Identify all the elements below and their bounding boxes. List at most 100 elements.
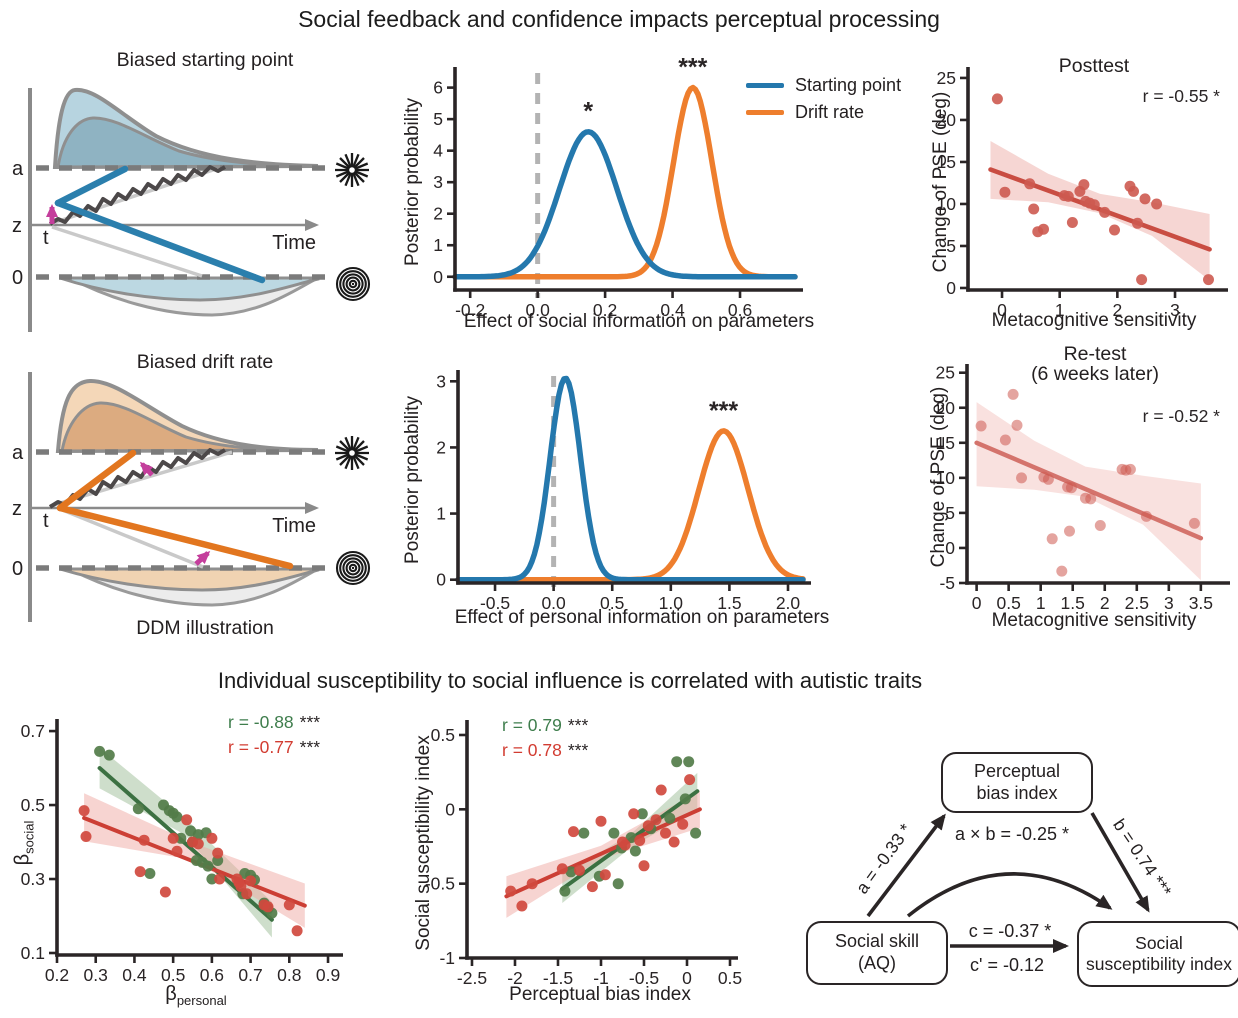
ddm-social-title: Biased starting point [116,49,294,71]
svg-text:20: 20 [937,110,957,130]
rt-distribution-lower-shallow [59,276,320,302]
label-time: Time [272,232,316,254]
svg-text:0: 0 [997,300,1007,320]
svg-text:1.5: 1.5 [717,593,741,613]
susceptibility-correlation-chart: -2.5 -2 -1.5 -1 -0.5 0 0.5 -1 -0.5 0 0.5 [425,720,742,988]
retest-chart: 0 0.5 1 1.5 2 2.5 3 3.5 -5 0 5 10 15 20 25 [936,363,1230,613]
svg-text:3.5: 3.5 [1189,593,1213,613]
susceptibility-ylabel: Social susceptibility index [413,735,434,951]
posterior-social-ylabel: Posterior probability [402,98,423,266]
drift-path-blue-down [54,199,266,284]
evidence-accumulation-trace [48,448,226,509]
beta-symbol: β [165,983,177,1005]
svg-text:0.2: 0.2 [45,965,69,985]
posterior-personal-chart: *** -0.5 0.0 0.5 1.0 1.5 2.0 0 1 2 3 [436,370,811,613]
retest-xlabel: Metacognitive sensitivity [991,610,1197,631]
posttest-xlabel: Metacognitive sensitivity [991,310,1197,331]
svg-text:0.5: 0.5 [431,725,455,745]
svg-text:2.0: 2.0 [776,593,801,613]
posterior-social-xlabel: Effect of social information on paramete… [463,311,815,332]
svg-text:0.5: 0.5 [600,593,624,613]
mediation-box-perceptual-bias: Perceptual bias index [941,752,1093,813]
svg-text:0: 0 [945,538,955,558]
rt-distribution-upper-inner [60,401,313,453]
retest-r-label: r = -0.52 * [1030,406,1220,427]
svg-text:5: 5 [433,109,443,129]
drift-rotation-arrow-upper [139,461,154,477]
svg-text:3: 3 [1164,593,1174,613]
label-boundary-a: a [12,158,24,180]
svg-text:0: 0 [946,278,956,298]
svg-text:-1.5: -1.5 [543,968,573,988]
legend-label: Starting point [795,75,902,95]
svg-text:2.5: 2.5 [1125,593,1149,613]
posttest-chart: 0 1 2 3 0 5 10 15 20 25 [937,67,1228,320]
r-value: r = -0.77 [228,737,294,757]
retest-title-line2: (6 weeks later) [1031,363,1159,385]
svg-text:0.0: 0.0 [541,593,566,613]
svg-text:-1: -1 [439,948,455,968]
ddm-personal-title: Biased drift rate [136,351,274,373]
path-cprime-label: c' = -0.12 [970,955,1044,975]
retest-title: Re-test (6 weeks later) [1031,344,1159,384]
label-boundary-0: 0 [12,267,23,289]
svg-text:0.0: 0.0 [525,300,550,320]
rt-distribution-lower-shallow [59,567,320,592]
beta-subscript: social [21,820,37,854]
r-value: r = 0.78 [502,740,562,760]
significance-stars: *** [299,737,321,757]
svg-text:10: 10 [937,194,957,214]
posttest-ylabel: Change of PSE (deg) [930,91,951,273]
mediation-arrows [866,812,1150,953]
svg-text:-2.5: -2.5 [457,968,487,988]
legend-item-starting-point: Starting point [746,72,901,99]
svg-text:5: 5 [945,503,955,523]
svg-text:0.3: 0.3 [21,869,45,889]
svg-text:-0.5: -0.5 [629,968,659,988]
svg-text:3: 3 [433,172,443,192]
significance-stars: *** [567,740,589,760]
label-nondecision-t: t [43,510,49,532]
svg-text:20: 20 [936,398,956,418]
label-starting-z: z [12,498,22,520]
ddm-personal-illustration: a z 0 t Time [12,372,371,622]
svg-text:0.1: 0.1 [21,943,45,963]
posterior-personal-xlabel: Effect of personal information on parame… [454,607,830,628]
svg-text:-5: -5 [939,573,955,593]
box-line: susceptibility index [1086,954,1232,974]
svg-text:0: 0 [972,593,982,613]
beta-r-label-red: r = -0.77 *** [228,737,320,758]
box-line: bias index [976,782,1058,803]
posterior-personal-ylabel: Posterior probability [402,396,423,564]
reference-line-down [59,507,204,569]
evidence-accumulation-trace [48,165,226,226]
label-nondecision-t: t [43,227,49,249]
svg-text:0: 0 [445,799,455,819]
box-line: Social [1135,932,1183,953]
starting-point-swatch [746,83,784,88]
retest-title-line1: Re-test [1063,343,1127,365]
reference-line-down [51,225,203,278]
svg-text:0.2: 0.2 [593,300,617,320]
beta-ylabel: βsocial [12,821,37,866]
svg-text:0.8: 0.8 [277,965,301,985]
svg-text:-2: -2 [507,968,523,988]
svg-text:0.7: 0.7 [238,965,262,985]
svg-text:15: 15 [936,433,955,453]
svg-text:4: 4 [433,141,443,161]
svg-text:*: * [583,98,593,126]
svg-text:1: 1 [1036,593,1046,613]
svg-text:-0.2: -0.2 [455,300,485,320]
svg-text:1: 1 [1055,300,1065,320]
label-time: Time [272,515,316,537]
figure-title-top: Social feedback and confidence impacts p… [298,6,940,32]
path-a-arrow [866,813,946,918]
svg-text:0: 0 [433,267,443,287]
svg-text:1.5: 1.5 [1061,593,1085,613]
svg-text:0.3: 0.3 [84,965,108,985]
concentric-stimulus-icon [335,550,371,586]
svg-text:-0.5: -0.5 [480,593,510,613]
svg-text:0: 0 [682,968,692,988]
